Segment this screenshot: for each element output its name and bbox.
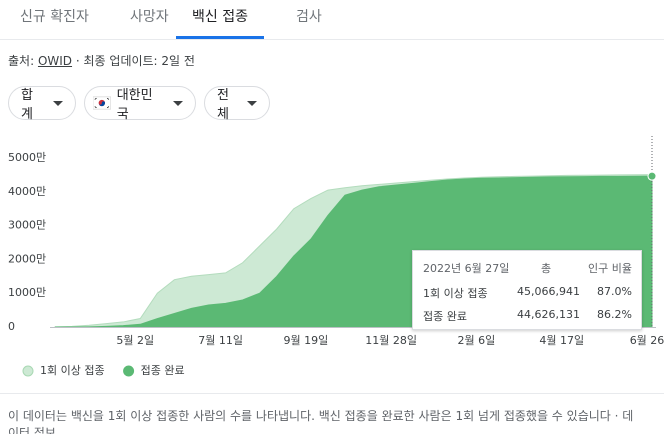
filter-dropdown[interactable]: 합계 — [8, 86, 76, 122]
row-rate: 87.0% — [597, 285, 632, 298]
x-tick-label: 5월 2일 — [116, 333, 154, 347]
footer-link[interactable]: 데이터 정보 — [8, 409, 634, 434]
caret — [247, 100, 257, 106]
footer-note: 이 데이터는 백신을 1회 이상 접종한 사람의 수를 나타냅니다. 백신 접종… — [8, 408, 638, 434]
legend-marker — [123, 365, 135, 377]
tab[interactable]: 백신 접종 — [192, 9, 248, 25]
legend-label: 접종 완료 — [141, 364, 185, 377]
row-rate: 86.2% — [597, 308, 632, 321]
x-tick-label: 9월 19일 — [283, 333, 328, 347]
x-tick-label: 6월 26 — [630, 334, 664, 347]
tooltip-date: 2022년 6월 27일 — [423, 262, 510, 275]
tooltip: 2022년 6월 27일 총 인구 비율 1회 이상 접종 45,066,941… — [412, 250, 642, 330]
active-tab-indicator — [176, 36, 264, 39]
row-label: 1회 이상 접종 — [423, 287, 488, 300]
source-link[interactable]: OWID — [37, 54, 73, 68]
caret — [173, 100, 183, 106]
tooltip-header: 인구 비율 — [588, 262, 632, 275]
flag-icon — [93, 96, 111, 110]
update-note: · 최종 업데이트: 2일 전 — [75, 54, 195, 68]
divider — [0, 39, 664, 40]
divider — [0, 393, 664, 394]
y-tick-label: 2000만 — [8, 252, 46, 265]
y-tick-label: 0 — [8, 320, 15, 333]
legend-label: 1회 이상 접종 — [40, 364, 105, 377]
row-total: 44,626,131 — [517, 308, 580, 321]
filter-label: 합계 — [21, 88, 33, 122]
row-label: 접종 완료 — [423, 310, 467, 323]
source-line: 출처: OWID · 최종 업데이트: 2일 전 — [8, 52, 195, 69]
x-tick-label: 4월 17일 — [539, 333, 584, 347]
tab[interactable]: 검사 — [296, 9, 322, 25]
row-total: 45,066,941 — [517, 285, 580, 298]
y-tick-label: 1000만 — [8, 286, 46, 299]
footer-text: 이 데이터는 백신을 1회 이상 접종한 사람의 수를 나타냅니다. 백신 접종… — [8, 409, 611, 423]
chart: 0 1000만 2000만 3000만 4000만 5000만 5월 2일 7월 11일 9월 … — [8, 136, 664, 377]
tab[interactable]: 사망자 — [130, 9, 169, 25]
filter-label: 전체 — [217, 88, 229, 122]
source-label: 출처: — [8, 54, 35, 68]
x-tick-label: 11월 28일 — [365, 333, 417, 347]
caret — [53, 100, 63, 106]
tooltip-header: 총 — [541, 262, 552, 275]
y-tick-label: 4000만 — [8, 185, 46, 198]
y-tick-label: 5000만 — [8, 151, 46, 164]
filter-label: 대한민국 — [116, 88, 153, 122]
filter-dropdown[interactable]: 대한민국 — [84, 86, 196, 122]
hover-dot — [647, 171, 657, 181]
tab[interactable]: 신규 확진자 — [20, 9, 89, 25]
legend-marker — [22, 365, 34, 377]
x-tick-label: 7월 11일 — [198, 333, 243, 347]
filter-dropdown[interactable]: 전체 — [204, 86, 270, 122]
y-tick-label: 3000만 — [8, 219, 46, 232]
x-tick-label: 2월 6일 — [458, 333, 496, 347]
